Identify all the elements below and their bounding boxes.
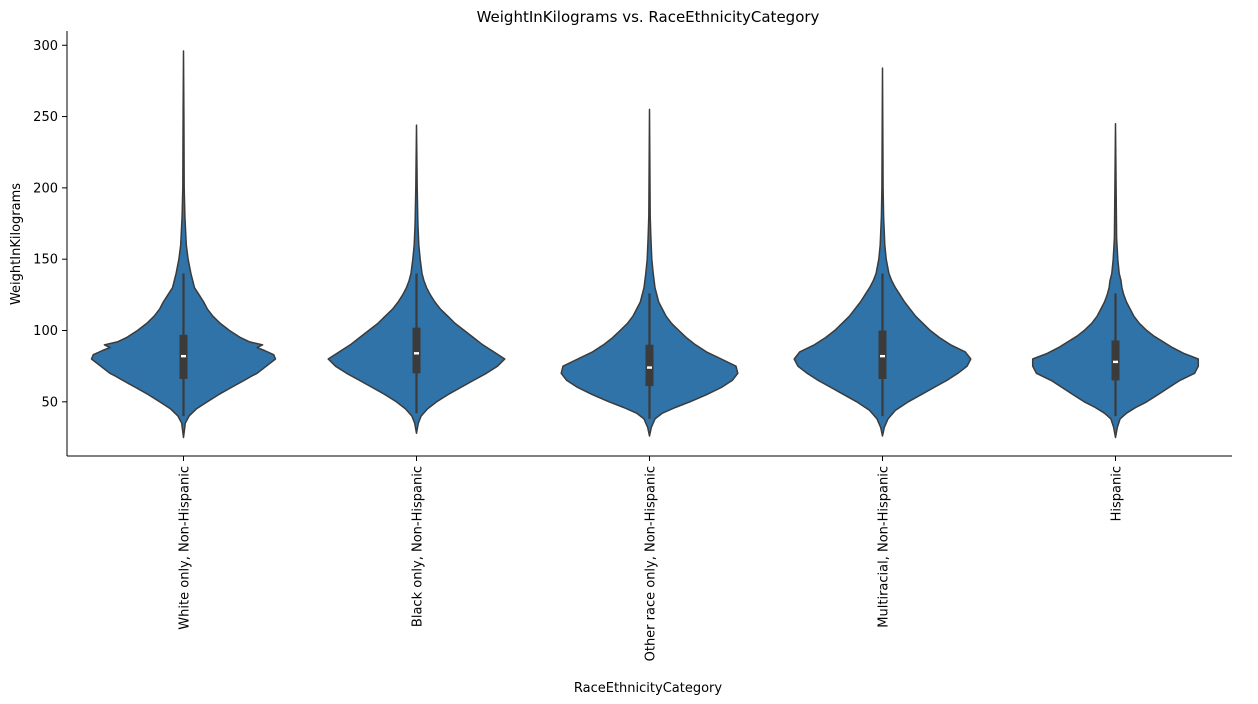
y-tick-label: 150 xyxy=(33,253,58,268)
y-axis-label: WeightInKilograms xyxy=(9,183,24,305)
x-axis-label: RaceEthnicityCategory xyxy=(574,681,722,696)
y-tick-label: 200 xyxy=(33,181,58,196)
violin-body xyxy=(1031,122,1200,439)
y-tick-label: 300 xyxy=(33,39,58,54)
violin-median-marker xyxy=(414,352,419,355)
x-tick-label: Other race only, Non-Hispanic xyxy=(644,466,659,661)
violin-iqr-box xyxy=(645,344,654,387)
violin-iqr-box xyxy=(1111,340,1120,381)
violin-median-marker xyxy=(1113,360,1118,364)
y-axis-ticks: 50 100 150 200 250 300 xyxy=(33,39,67,410)
violins-group xyxy=(90,50,1200,439)
violin-body xyxy=(793,67,972,437)
violin-iqr-box xyxy=(412,327,421,374)
x-tick-label: Hispanic xyxy=(1110,466,1125,521)
x-tick-label: Black only, Non-Hispanic xyxy=(411,466,426,627)
y-tick-label: 250 xyxy=(33,110,58,125)
chart-title: WeightInKilograms vs. RaceEthnicityCateg… xyxy=(477,8,820,26)
violin-median-marker xyxy=(880,354,885,358)
violin-body xyxy=(560,108,739,437)
violin-median-marker xyxy=(181,354,186,358)
y-tick-label: 100 xyxy=(33,324,58,339)
violin-body xyxy=(90,50,277,439)
x-tick-label: White only, Non-Hispanic xyxy=(178,466,193,630)
violin-iqr-box xyxy=(878,330,887,379)
x-axis-ticks: White only, Non-Hispanic Black only, Non-… xyxy=(178,456,1125,661)
x-tick-label: Multiracial, Non-Hispanic xyxy=(877,466,892,628)
y-tick-label: 50 xyxy=(41,395,58,410)
violin-median-marker xyxy=(647,366,652,369)
